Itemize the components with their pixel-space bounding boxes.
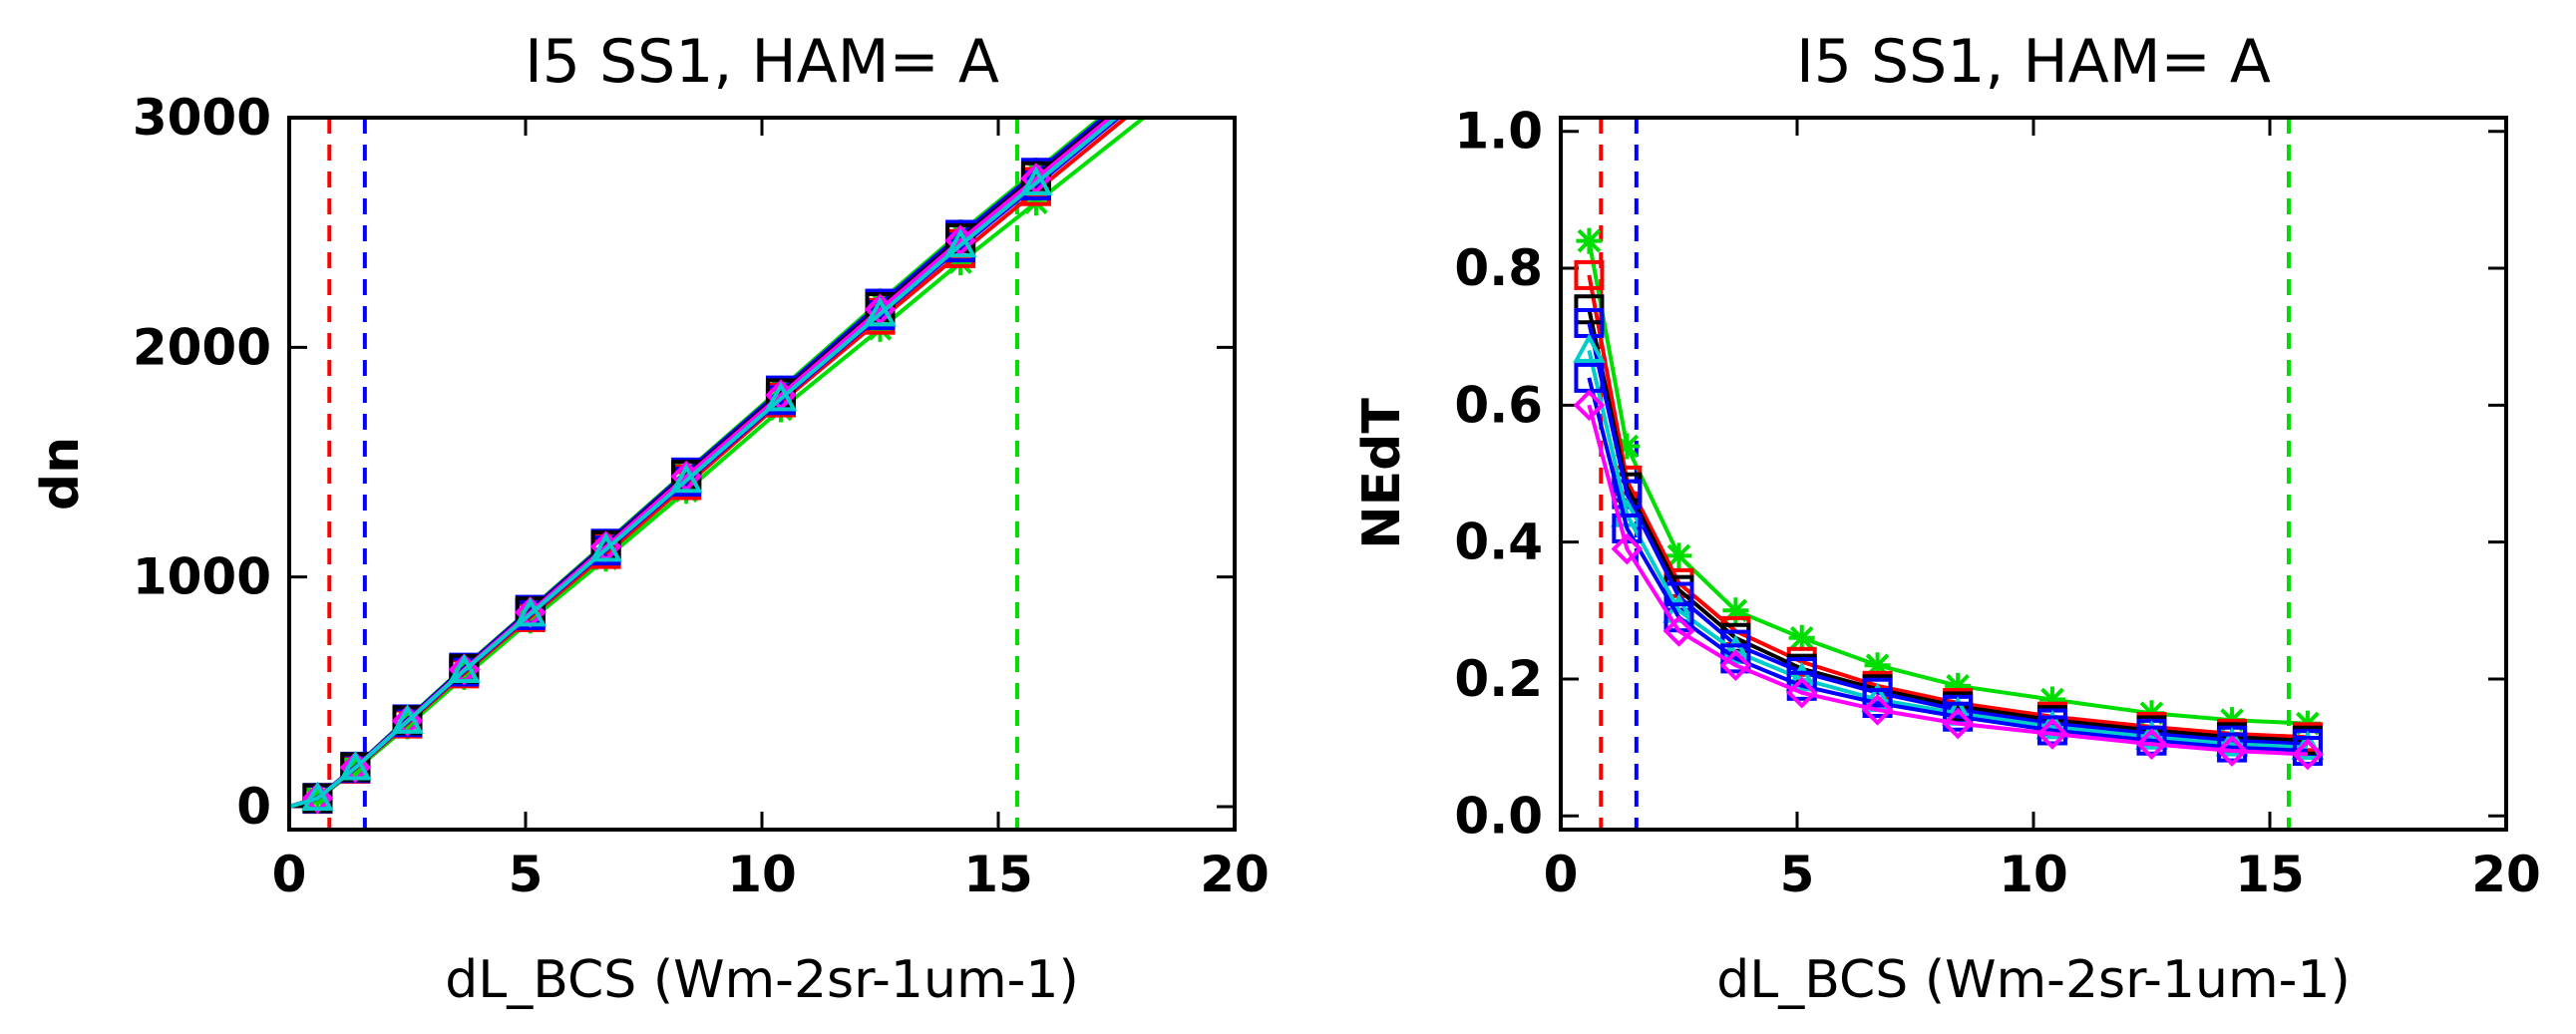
chart-1-ytick-label: 0.2 [1454, 650, 1543, 708]
chart-1-xtick-label: 20 [2471, 846, 2541, 903]
chart-0-series-line [289, 118, 1120, 809]
chart-1-axes-frame [1559, 116, 2508, 832]
chart-0-axes-frame [287, 116, 1237, 832]
chart-0-point [514, 596, 548, 627]
chart-1-point [1785, 661, 1819, 692]
chart-0-title: I5 SS1, HAM= A [525, 27, 999, 97]
left-panel-dn: I5 SS1, HAM= A dL_BCS (Wm-2sr-1um-1) dn 0 5 1… [31, 27, 1270, 1010]
chart-0-ytick-label: 0 [236, 778, 271, 836]
chart-1-ylabel: NEdT [1352, 398, 1412, 549]
chart-0-point [451, 663, 478, 690]
chart-1-series-line [1587, 349, 2308, 750]
chart-1-point [1945, 672, 1972, 699]
chart-1-point [2135, 728, 2168, 761]
chart-1-ytick-label: 0.0 [1454, 787, 1543, 845]
chart-1-point [2217, 732, 2248, 763]
chart-1-point [1864, 652, 1891, 679]
chart-0-point [1019, 166, 1053, 196]
chart-1-series-line [1587, 377, 2308, 753]
chart-0-xtick-label: 15 [963, 846, 1033, 903]
chart-1-point [1573, 389, 1606, 422]
chart-0-ytick-label: 1000 [133, 548, 271, 606]
chart-1-point [1785, 676, 1818, 709]
chart-0-point [517, 607, 544, 634]
chart-1-point [1862, 687, 1893, 718]
chart-0-ytick-label: 3000 [133, 89, 271, 147]
chart-1-point [1943, 701, 1974, 732]
chart-1-point [1719, 649, 1752, 682]
chart-1-xtick-label: 10 [1999, 846, 2068, 903]
chart-1-point [2036, 715, 2067, 746]
chart-0-point [864, 296, 897, 327]
chart-1-point [2292, 738, 2324, 771]
chart-1-xtick-label: 15 [2235, 846, 2305, 903]
chart-1-point [1573, 333, 1606, 363]
chart-0-ytick-label: 2000 [133, 318, 271, 376]
chart-1-series-line [1587, 274, 2308, 740]
chart-1-ytick-label: 0.6 [1454, 376, 1543, 434]
chart-1-point [1665, 542, 1692, 569]
chart-1-xtick-label: 5 [1780, 846, 1815, 903]
chart-1-point [2136, 725, 2167, 756]
chart-0-point [394, 713, 421, 740]
chart-1-xlabel: dL_BCS (Wm-2sr-1um-1) [1716, 950, 2351, 1010]
chart-1-series-line [1587, 240, 2308, 726]
chart-1-xtick-label: 0 [1544, 846, 1579, 903]
right-panel-nedt: I5 SS1, HAM= A dL_BCS (Wm-2sr-1um-1) NEdT 0… [1352, 27, 2541, 1010]
chart-0-point [301, 781, 334, 812]
chart-0-point [391, 704, 424, 734]
chart-1-point [1722, 597, 1749, 624]
chart-1-point [1614, 433, 1641, 460]
chart-1-plot-area [1573, 118, 2325, 830]
chart-1-point [1788, 624, 1815, 651]
chart-0-xtick-label: 5 [509, 846, 544, 903]
chart-0-ylabel: dn [31, 437, 91, 511]
chart-1-point [2036, 718, 2068, 750]
chart-0-point [338, 750, 372, 781]
chart-1-point [2216, 735, 2248, 767]
chart-1-point [1718, 634, 1752, 664]
chart-0-xlabel: dL_BCS (Wm-2sr-1um-1) [445, 950, 1079, 1010]
chart-0-point [943, 227, 977, 258]
chart-0-plot-area [289, 118, 1148, 830]
chart-1-point [1576, 227, 1603, 254]
chart-0-series-line [289, 118, 1148, 809]
chart-0-point [339, 751, 372, 784]
chart-0-point [589, 531, 622, 562]
chart-0-xtick-label: 10 [727, 846, 797, 903]
chart-1-ytick-label: 1.0 [1454, 103, 1543, 161]
chart-1-ytick-label: 0.4 [1454, 514, 1543, 571]
chart-1-point [2038, 686, 2065, 713]
chart-0-point [669, 463, 703, 494]
chart-1-ytick-label: 0.8 [1454, 239, 1543, 297]
chart-1-point [1942, 707, 1974, 740]
chart-0-xtick-label: 0 [272, 846, 307, 903]
chart-1-point [1861, 694, 1894, 726]
chart-1-point [1574, 259, 1605, 290]
chart-0-xtick-label: 20 [1200, 846, 1270, 903]
chart-1-point [2292, 736, 2323, 767]
chart-0-point [447, 653, 481, 684]
chart-1-point [1662, 615, 1695, 647]
chart-1-series-line [1587, 404, 2308, 757]
chart-0-point [764, 381, 798, 412]
chart-1-point [1611, 532, 1644, 565]
chart-1-title: I5 SS1, HAM= A [1796, 27, 2271, 97]
chart-1-series-line [1587, 322, 2308, 747]
